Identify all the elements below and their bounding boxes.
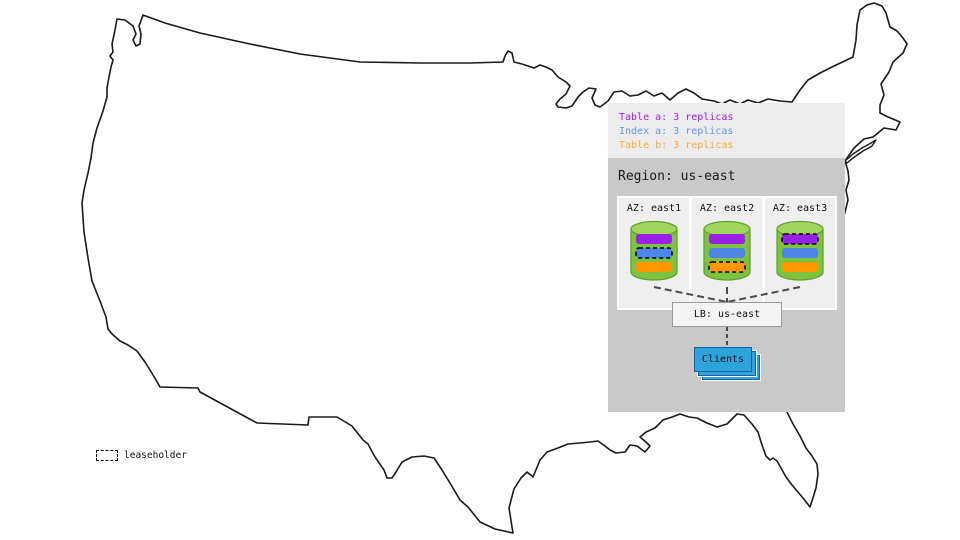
index-a-replica	[709, 248, 745, 258]
legend-item: Index a: 3 replicas	[619, 126, 734, 137]
load-balancer-box: LB: us-east	[672, 302, 782, 327]
replica-legend: Table a: 3 replicas Index a: 3 replicas Ta…	[608, 103, 845, 158]
clients-box: Clients	[694, 347, 752, 372]
legend-item: Table a: 3 replicas	[619, 112, 734, 123]
az-box: AZ: east2	[692, 198, 762, 308]
az-label: AZ: east1	[626, 203, 682, 214]
long-island-outline	[844, 139, 877, 164]
index-a-replica-leaseholder	[635, 247, 673, 259]
az-box: AZ: east1	[619, 198, 689, 308]
database-cylinder-icon	[776, 220, 824, 281]
az-label: AZ: east3	[772, 203, 828, 214]
topology-panel: Table a: 3 replicas Index a: 3 replicas Ta…	[608, 103, 845, 412]
leaseholder-key: leaseholder	[96, 448, 187, 462]
leaseholder-swatch-icon	[96, 449, 118, 461]
az-box: AZ: east3	[765, 198, 835, 308]
table-a-replica	[636, 234, 672, 244]
region-box: Region: us-east AZ: east1 AZ: east2 AZ: …	[608, 158, 845, 412]
table-a-replica-leaseholder	[781, 233, 819, 245]
legend-item: Table b: 3 replicas	[619, 140, 734, 151]
database-cylinder-icon	[703, 220, 751, 281]
clients-stack: Clients	[694, 347, 760, 380]
leaseholder-label: leaseholder	[124, 449, 187, 461]
us-map-outline	[81, 2, 908, 534]
index-a-replica	[782, 248, 818, 258]
region-title: Region: us-east	[618, 169, 736, 184]
table-b-replica	[636, 262, 672, 272]
az-row: AZ: east1 AZ: east2 AZ: east3	[617, 196, 837, 310]
table-b-replica-leaseholder	[708, 261, 746, 273]
az-label: AZ: east2	[699, 203, 755, 214]
table-a-replica	[709, 234, 745, 244]
table-b-replica	[782, 262, 818, 272]
database-cylinder-icon	[630, 220, 678, 281]
